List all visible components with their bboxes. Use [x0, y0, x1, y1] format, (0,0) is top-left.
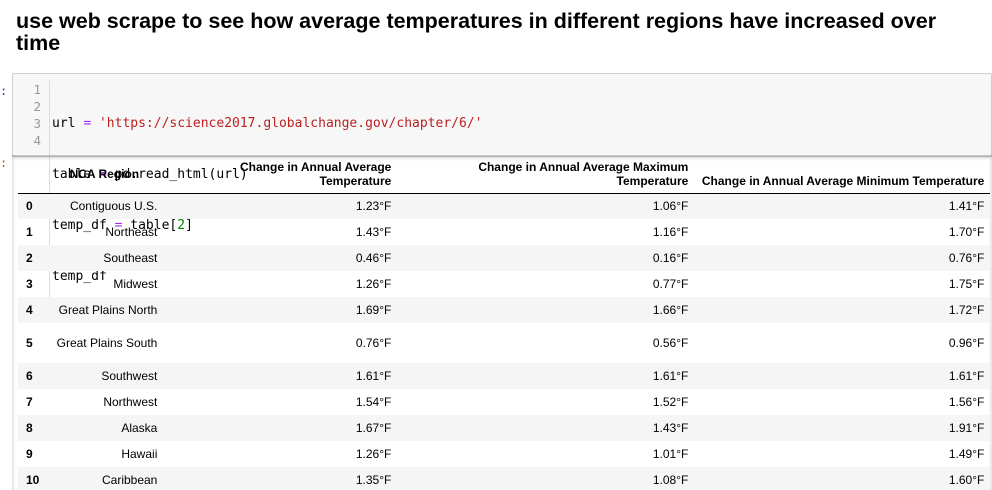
- max-temp-cell: 1.08°F: [652, 473, 689, 487]
- code-token: =: [83, 116, 92, 131]
- min-temp-cell: 1.75°F: [948, 277, 985, 291]
- table-row: 5 Great Plains South 0.76°F 0.56°F 0.96°F: [18, 323, 990, 363]
- avg-temp-cell: 1.23°F: [355, 199, 392, 214]
- region-cell: Hawaii: [121, 447, 158, 461]
- markdown-heading[interactable]: use web scrape to see how average temper…: [16, 9, 937, 55]
- table-row: 8 Alaska 1.67°F 1.43°F 1.91°F: [18, 415, 991, 441]
- max-temp-cell: 1.52°F: [652, 395, 689, 409]
- min-temp-cell: 1.60°F: [948, 473, 985, 487]
- min-temp-cell: 1.70°F: [948, 225, 985, 239]
- min-temp-cell: 0.96°F: [948, 336, 985, 350]
- code-token: temp_df: [52, 269, 107, 284]
- table-row: 9 Hawaii 1.26°F 1.01°F 1.49°F: [18, 441, 990, 467]
- table-header-row: NCA Region Change in Annual Average Temp…: [18, 155, 991, 194]
- min-temp-cell: 1.49°F: [948, 447, 985, 461]
- table-row: 10 Caribbean 1.35°F 1.08°F 1.60°F: [18, 467, 991, 490]
- output-area[interactable]: NCA Region Change in Annual Average Temp…: [12, 155, 992, 490]
- max-temp-cell: 0.56°F: [652, 336, 689, 350]
- table-row: 2 Southeast 0.46°F 0.16°F 0.76°F: [18, 245, 991, 271]
- region-cell: Northwest: [103, 395, 158, 409]
- region-cell: Midwest: [113, 277, 158, 291]
- avg-temp-cell: 1.54°F: [355, 395, 392, 409]
- region-cell: Southwest: [101, 369, 158, 383]
- code-cell[interactable]: 1 2 3 4 url = 'https://science2017.globa…: [12, 73, 992, 319]
- output-prompt: :: [0, 156, 8, 170]
- row-index: 5: [26, 336, 33, 350]
- max-temp-cell: 0.16°F: [652, 251, 689, 265]
- dataframe-table: NCA Region Change in Annual Average Temp…: [18, 155, 991, 490]
- region-cell: Contiguous U.S.: [69, 199, 158, 214]
- max-temp-cell: 1.16°F: [652, 225, 689, 239]
- table-body: 0 Contiguous U.S. 1.23°F 1.06°F 1.41°F 1 North…: [18, 193, 991, 490]
- code-line[interactable]: temp_df = table[2]: [52, 217, 991, 234]
- line-number: 1: [33, 82, 41, 97]
- line-number: 3: [33, 116, 41, 131]
- code-token: 'https://science2017.globalchange.gov/ch…: [98, 116, 483, 131]
- max-temp-cell: 1.06°F: [652, 199, 689, 214]
- row-index: 2: [26, 251, 33, 265]
- code-token: [91, 116, 99, 131]
- min-temp-cell: 1.72°F: [948, 303, 985, 317]
- row-index: 9: [26, 447, 33, 461]
- code-token: 2: [177, 218, 186, 233]
- avg-temp-cell: 1.35°F: [355, 473, 392, 487]
- column-header-avg: Change in Annual Average Temperature: [163, 155, 398, 194]
- region-cell: Northeast: [105, 225, 158, 239]
- min-temp-cell: 1.41°F: [948, 199, 985, 214]
- row-index: 8: [26, 421, 33, 435]
- region-cell: Southeast: [103, 251, 158, 265]
- code-line[interactable]: temp_df: [52, 268, 991, 285]
- region-cell: Caribbean: [101, 473, 158, 487]
- min-temp-cell: 0.76°F: [948, 251, 985, 265]
- max-temp-cell: 1.01°F: [652, 447, 689, 461]
- avg-temp-cell: 0.76°F: [355, 336, 392, 350]
- code-token: table[: [122, 218, 178, 233]
- line-number-gutter: 1 2 3 4: [13, 81, 45, 149]
- region-cell: Great Plains South: [56, 336, 158, 350]
- min-temp-cell: 1.61°F: [948, 369, 985, 383]
- avg-temp-cell: 1.61°F: [355, 369, 392, 383]
- row-index: 7: [26, 395, 33, 409]
- region-cell: Alaska: [121, 421, 158, 435]
- table-row: 7 Northwest 1.54°F 1.52°F 1.56°F: [18, 389, 990, 415]
- max-temp-cell: 1.43°F: [652, 421, 689, 435]
- column-header-region: NCA Region: [45, 155, 164, 194]
- region-cell: Great Plains North: [58, 303, 158, 317]
- avg-temp-cell: 1.69°F: [355, 303, 392, 317]
- avg-temp-cell: 0.46°F: [355, 251, 392, 265]
- avg-temp-cell: 1.26°F: [355, 447, 392, 461]
- avg-temp-cell: 1.43°F: [355, 225, 392, 239]
- code-token: =: [114, 218, 123, 233]
- table-row: 0 Contiguous U.S. 1.23°F 1.06°F 1.41°F: [18, 193, 991, 219]
- table-row: 4 Great Plains North 1.69°F 1.66°F 1.72°F: [18, 297, 991, 323]
- max-temp-cell: 1.66°F: [652, 303, 689, 317]
- line-number: 4: [33, 133, 41, 148]
- row-index: 3: [26, 277, 33, 291]
- code-token: ]: [185, 218, 193, 233]
- table-row: 6 Southwest 1.61°F 1.61°F 1.61°F: [18, 363, 991, 389]
- avg-temp-cell: 1.67°F: [355, 421, 392, 435]
- row-index: 10: [26, 473, 40, 487]
- avg-temp-cell: 1.26°F: [355, 277, 392, 291]
- min-temp-cell: 1.91°F: [948, 421, 985, 435]
- index-header: [18, 155, 46, 194]
- code-line[interactable]: url = 'https://science2017.globalchange.…: [52, 115, 991, 132]
- input-prompt: :: [0, 84, 8, 98]
- max-temp-cell: 0.77°F: [652, 277, 689, 291]
- column-header-max: Change in Annual Average Maximum Tempera…: [397, 155, 695, 194]
- row-index: 1: [26, 225, 33, 239]
- code-token: url: [52, 116, 84, 131]
- min-temp-cell: 1.56°F: [948, 395, 985, 409]
- table-row: 3 Midwest 1.26°F 0.77°F 1.75°F: [18, 271, 990, 297]
- row-index: 0: [26, 199, 33, 214]
- table-row: 1 Northeast 1.43°F 1.16°F 1.70°F: [18, 219, 990, 245]
- row-index: 6: [26, 369, 33, 383]
- column-header-min: Change in Annual Average Minimum Tempera…: [694, 155, 991, 194]
- code-token: temp_df: [52, 218, 115, 233]
- line-number: 2: [33, 99, 41, 114]
- row-index: 4: [26, 303, 33, 317]
- max-temp-cell: 1.61°F: [652, 369, 689, 383]
